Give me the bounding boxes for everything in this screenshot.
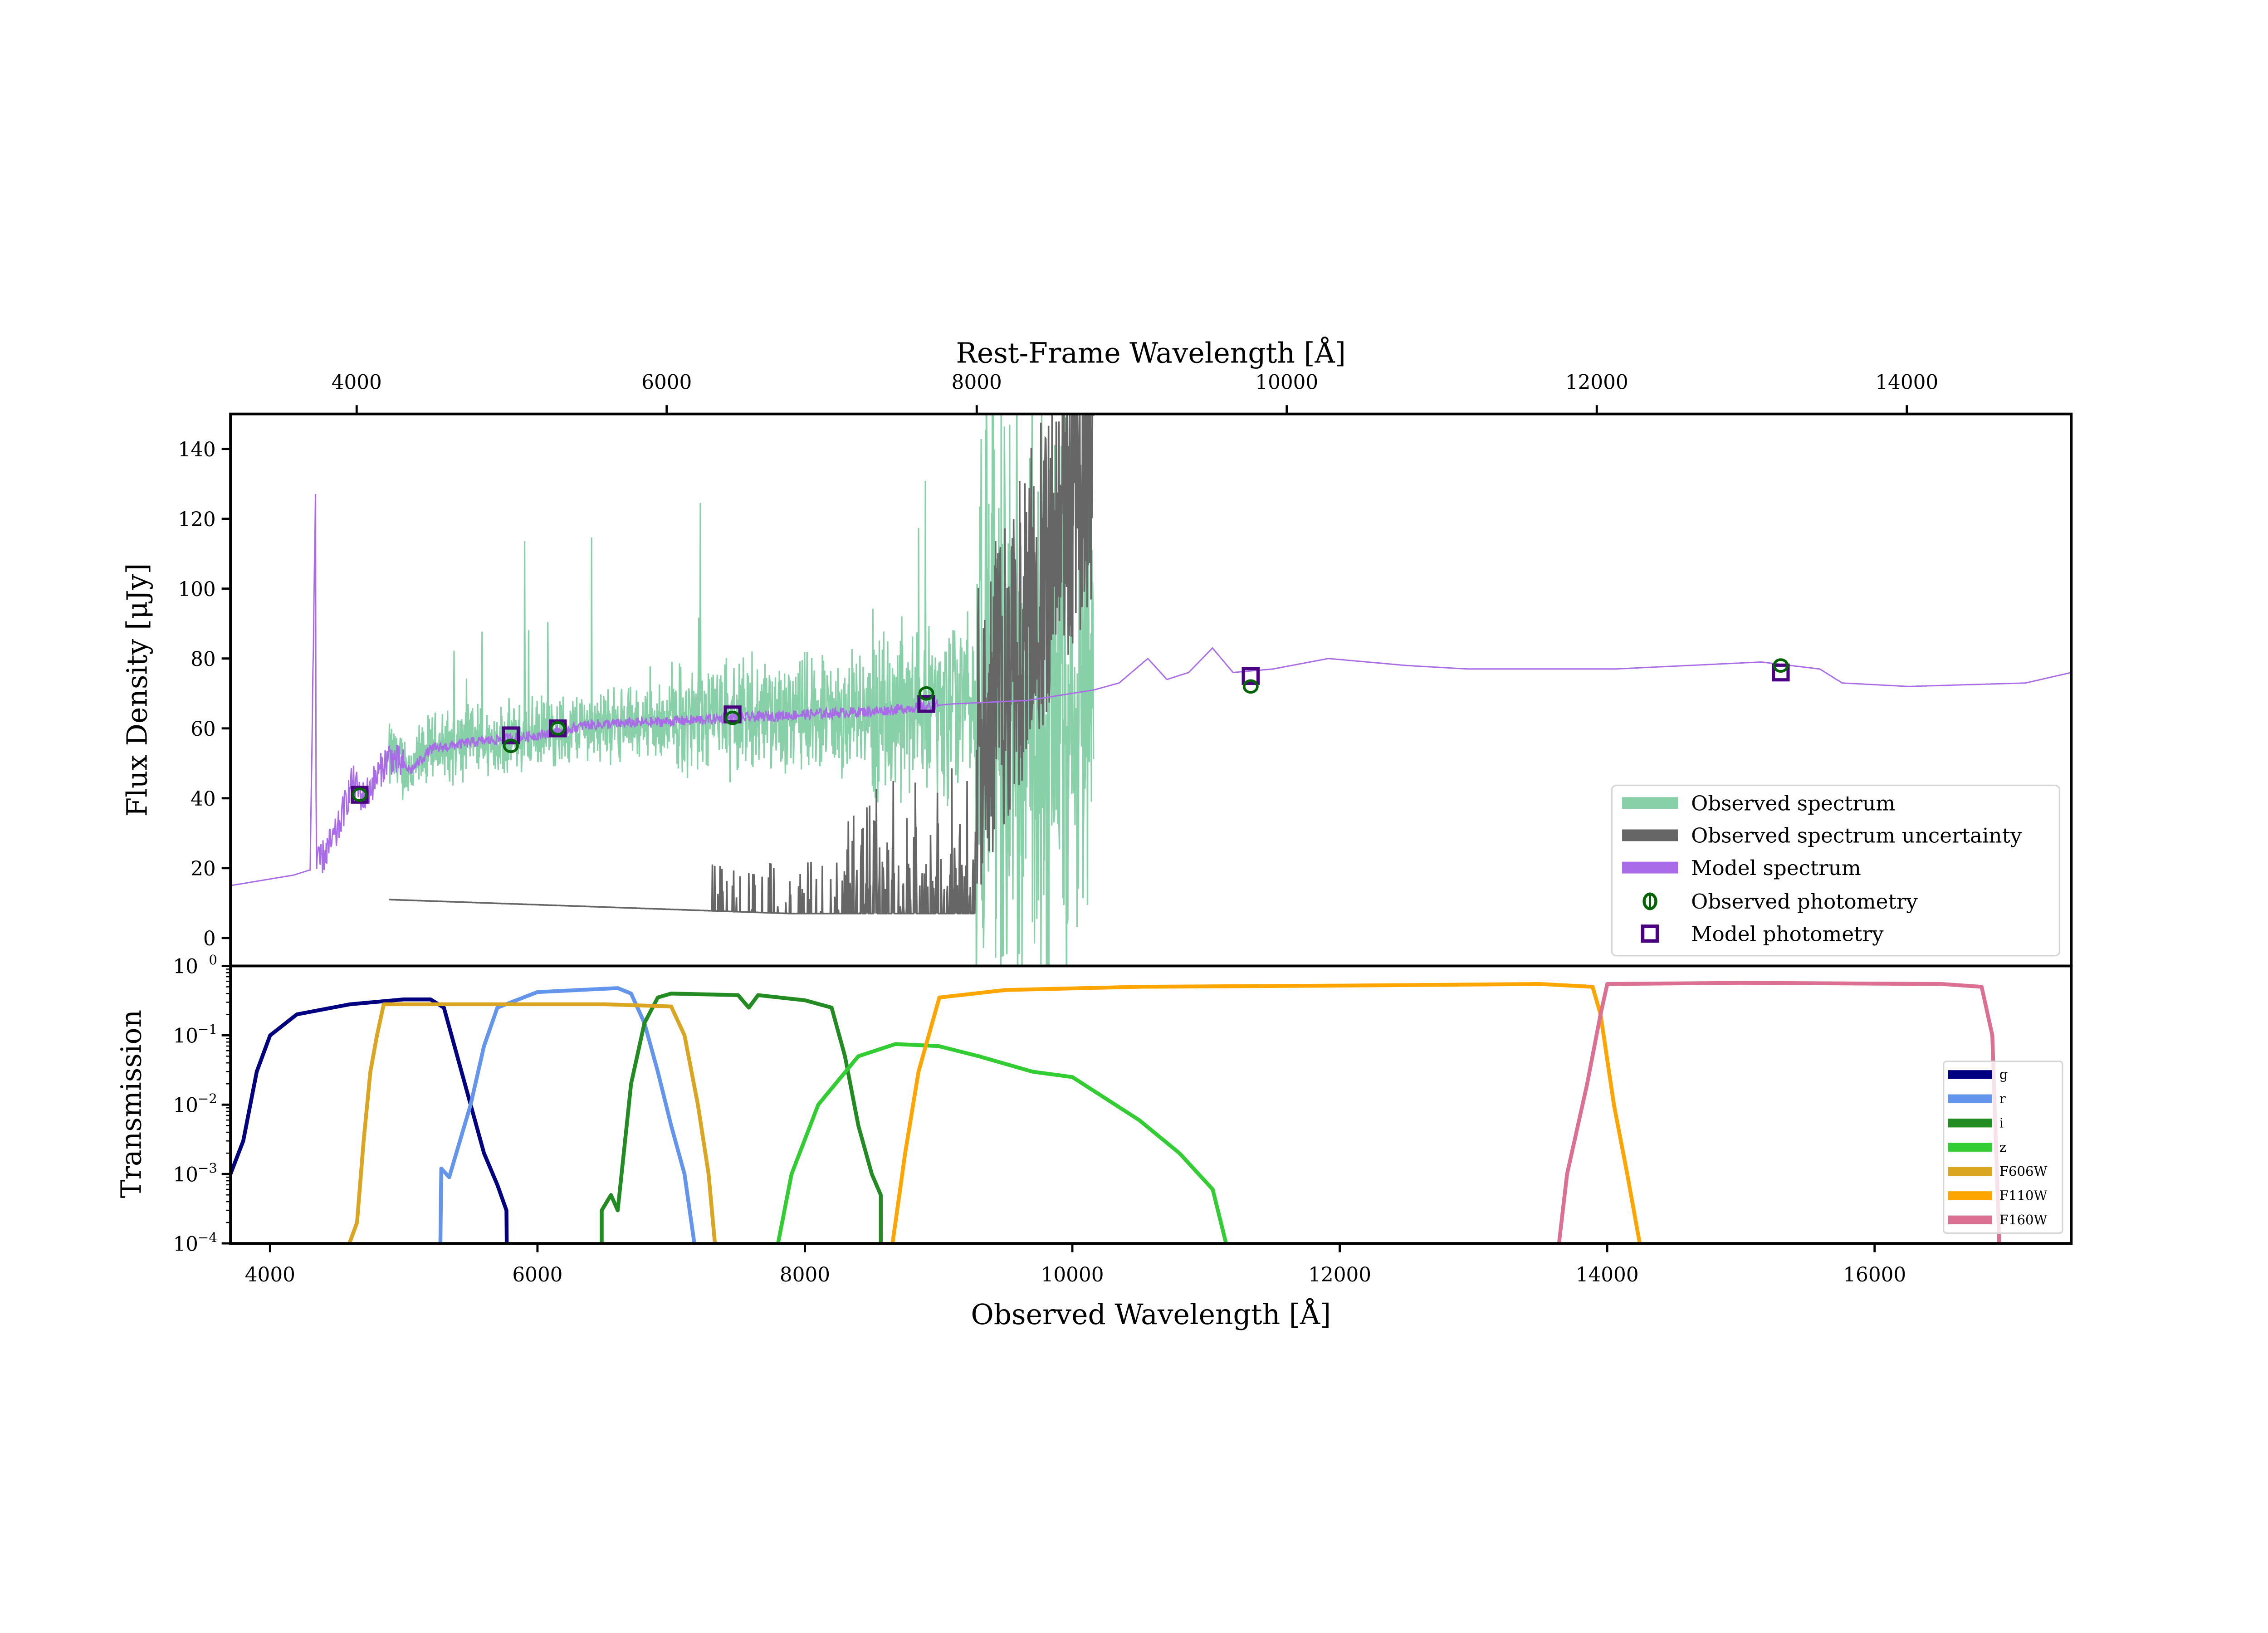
legend-swatch	[1622, 797, 1678, 809]
top-x-tick-label: 14000	[1875, 371, 1938, 394]
legend-label: Model spectrum	[1691, 856, 1861, 880]
legend-label: Observed spectrum	[1691, 791, 1895, 815]
legend-swatch	[1622, 829, 1678, 841]
y-tick-label: 80	[191, 648, 216, 671]
filter-legend-label: g	[1999, 1067, 2008, 1082]
top-x-tick-label: 10000	[1255, 371, 1318, 394]
bottom-panel-frame	[229, 964, 2073, 1245]
legend-swatch	[1622, 861, 1678, 874]
observed-photometry-point	[550, 721, 566, 736]
y-tick-label: 140	[178, 438, 215, 461]
filter-legend-label: F606W	[1999, 1164, 2048, 1179]
log-y-tick-label: 10	[173, 1163, 198, 1186]
y-tick-label: 40	[191, 787, 216, 811]
y-tick-label: 20	[191, 857, 216, 880]
filter-legend-swatch	[1948, 1094, 1992, 1104]
x-tick-label: 4000	[245, 1263, 295, 1286]
tick-exponent: −1	[198, 1022, 217, 1037]
y-tick-label: 120	[178, 508, 215, 531]
filter-curve-g	[230, 997, 509, 1244]
filter-legend-label: r	[1999, 1091, 2006, 1106]
bottom-x-axis-label: Observed Wavelength [Å]	[971, 1298, 1331, 1331]
observed-photometry-point	[724, 710, 741, 725]
y-tick-label: 0	[203, 927, 216, 950]
tick-exponent: 0	[209, 952, 217, 968]
uncertainty-line	[389, 414, 1095, 914]
legend-box	[1611, 784, 2061, 957]
observed-photometry-point	[352, 787, 368, 802]
y-tick-label: 100	[178, 578, 215, 601]
spectrum-legend: Observed spectrum Observed spectrum uncer…	[1611, 784, 2061, 957]
x-tick-label: 12000	[1308, 1263, 1371, 1286]
top-x-axis-label: Rest-Frame Wavelength [Å]	[956, 336, 1346, 369]
observed-photometry-point	[1773, 658, 1789, 673]
observed-photometry-point	[1242, 679, 1259, 694]
model-photometry-point	[1242, 667, 1260, 685]
log-y-tick-label: 10	[173, 1094, 198, 1117]
log-y-tick-label: 10	[173, 1232, 198, 1256]
top-x-tick-label: 12000	[1565, 371, 1628, 394]
filter-legend-swatch	[1948, 1143, 1992, 1152]
model-photometry-point	[723, 705, 742, 724]
filter-legend-label: F160W	[1999, 1212, 2048, 1227]
x-tick-label: 10000	[1041, 1263, 1104, 1286]
filter-legend-label: z	[1999, 1139, 2006, 1155]
filter-curve-i	[600, 992, 883, 1244]
legend-label: Observed spectrum uncertainty	[1691, 824, 2022, 848]
tick-base: 10	[173, 1025, 198, 1048]
filter-legend-swatch	[1948, 1167, 1992, 1176]
top-y-axis-label: Flux Density [μJy]	[122, 563, 154, 817]
model-photometry-point	[917, 695, 935, 713]
filter-legend-swatch	[1948, 1070, 1992, 1079]
top-x-tick-label: 6000	[641, 371, 692, 394]
tick-exponent: −2	[198, 1091, 217, 1106]
tick-exponent: −3	[198, 1160, 217, 1176]
filter-curve-r	[438, 986, 696, 1244]
x-tick-label: 16000	[1843, 1263, 1906, 1286]
filter-curve-f110w	[890, 982, 1642, 1244]
top-x-tick-label: 8000	[952, 371, 1002, 394]
x-tick-label: 14000	[1576, 1263, 1639, 1286]
log-y-tick-label: 10	[173, 955, 198, 978]
tick-base: 10	[173, 955, 198, 978]
x-tick-label: 8000	[780, 1263, 830, 1286]
observed-photometry-point	[503, 738, 519, 753]
top-panel-plot-area	[230, 414, 2071, 966]
filter-curve-f160w	[1557, 981, 2001, 1244]
tick-exponent: −4	[198, 1230, 217, 1245]
tick-base: 10	[173, 1094, 198, 1117]
x-tick-label: 6000	[512, 1263, 562, 1286]
log-y-tick-label: 10	[173, 1025, 198, 1048]
filter-legend-swatch	[1948, 1191, 1992, 1200]
filter-legend-swatch	[1948, 1215, 1992, 1225]
filter-curve-z	[776, 1042, 1228, 1244]
filter-legend-label: F110W	[1999, 1188, 2048, 1203]
filter-legend-box	[1943, 1061, 2063, 1234]
model-photometry-point	[502, 726, 520, 744]
legend-marker-square	[1641, 924, 1659, 943]
tick-base: 10	[173, 1232, 198, 1256]
y-tick-label: 60	[191, 718, 216, 741]
observed-spectrum-line	[388, 414, 1095, 966]
bottom-y-axis-label: Transmission	[116, 1010, 148, 1198]
observed-photometry-point	[918, 686, 934, 701]
legend-label: Model photometry	[1691, 922, 1884, 946]
legend-label: Observed photometry	[1691, 890, 1918, 914]
model-spectrum-line	[230, 494, 2071, 886]
filter-legend-swatch	[1948, 1119, 1992, 1128]
model-photometry-point	[1772, 663, 1790, 682]
tick-base: 10	[173, 1163, 198, 1186]
filter-legend-label: i	[1999, 1115, 2004, 1130]
bottom-panel-plot-area	[230, 981, 2001, 1244]
top-x-tick-label: 4000	[332, 371, 382, 394]
filter-curve-f606w	[347, 1002, 717, 1244]
